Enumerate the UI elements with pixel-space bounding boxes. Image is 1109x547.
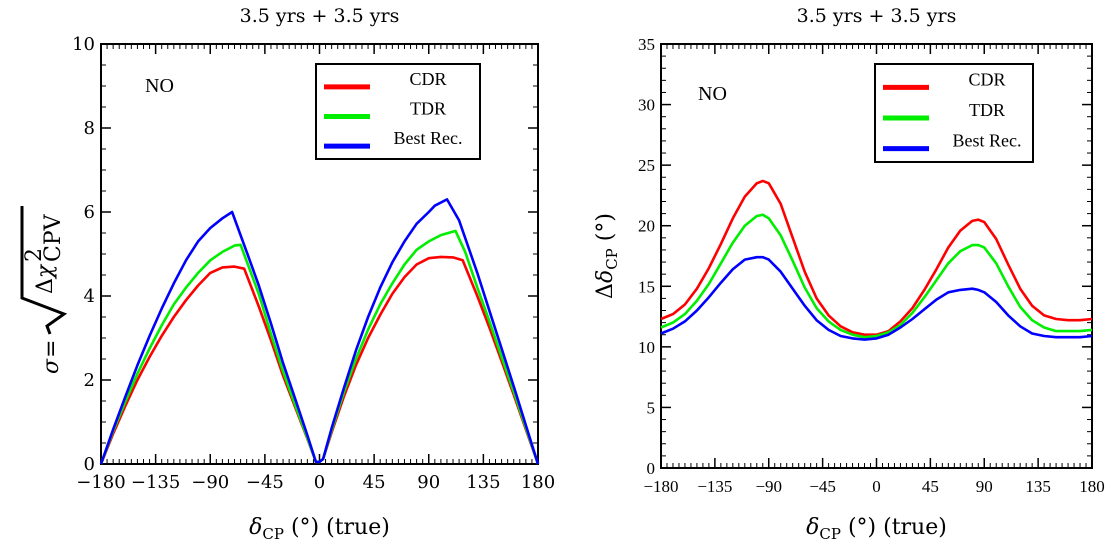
x-tick-label: −135: [697, 477, 732, 496]
y-tick-label: 0: [647, 459, 656, 478]
legend-label: CDR: [409, 69, 446, 89]
y-tick-label: 15: [638, 277, 655, 296]
y-axis-label: ΔδCP (°): [593, 213, 621, 299]
x-axis-label: δCP (°) (true): [806, 515, 947, 543]
x-tick-label: −45: [809, 477, 836, 496]
series-line-cdr: [99, 255, 540, 465]
y-axis-label-equals: =: [39, 340, 64, 358]
chart-title: 3.5 yrs + 3.5 yrs: [797, 5, 957, 27]
legend-box: [315, 63, 481, 160]
x-tick-label: 0: [314, 472, 325, 493]
y-tick-label: 5: [647, 398, 656, 417]
y-tick-label: 30: [638, 96, 655, 115]
x-tick-label: 90: [976, 477, 993, 496]
x-axis-label: δCP (°) (true): [249, 515, 390, 543]
series-line-best-rec: [660, 255, 1093, 341]
x-tick-label: −180: [643, 477, 678, 496]
annotation-label: NO: [698, 83, 727, 105]
y-tick-label: 0: [84, 454, 95, 475]
x-tick-label: 135: [1025, 477, 1051, 496]
legend-label: Best Rec.: [394, 128, 463, 148]
legend-label: TDR: [410, 99, 446, 119]
legend-label: CDR: [968, 69, 1005, 89]
x-tick-label: −45: [246, 472, 284, 493]
legend-label: TDR: [969, 100, 1005, 120]
x-tick-label: −90: [755, 477, 782, 496]
y-tick-label: 6: [84, 202, 95, 223]
y-tick-label: 25: [638, 156, 655, 175]
annotation-label: NO: [145, 75, 174, 97]
x-tick-label: 45: [922, 477, 939, 496]
chart-title: 3.5 yrs + 3.5 yrs: [240, 5, 400, 27]
y-axis-label-radical: [20, 206, 68, 335]
x-tick-label: 90: [417, 472, 440, 493]
x-tick-label: 45: [363, 472, 386, 493]
y-axis-label-sup: 2: [22, 248, 47, 262]
y-tick-label: 10: [72, 34, 95, 55]
x-tick-label: −180: [76, 472, 125, 493]
y-tick-label: 2: [84, 370, 95, 391]
x-tick-label: −90: [191, 472, 229, 493]
y-axis-label-chi: Δχ: [33, 263, 58, 294]
chart-left-panel: −180 −135 −90 −45 0 45 90 135 180 0 2 4 6 8 10 3.5 yrs …: [20, 5, 555, 543]
y-axis-label-sigma: σ: [39, 358, 64, 374]
x-tick-label: 180: [1079, 477, 1105, 496]
x-tick-label: 180: [521, 472, 555, 493]
x-tick-label: 135: [466, 472, 500, 493]
series-line-best-rec: [99, 198, 540, 465]
y-tick-label: 10: [638, 338, 655, 357]
y-tick-label: 8: [84, 118, 95, 139]
y-tick-label: 20: [638, 217, 655, 236]
x-tick-label: −135: [131, 472, 180, 493]
legend-label: Best Rec.: [953, 131, 1022, 151]
series-line-cdr: [660, 179, 1093, 337]
y-tick-label: 35: [638, 35, 655, 54]
y-tick-label: 4: [84, 286, 95, 307]
y-axis-label-sub: CPV: [41, 213, 66, 262]
series-line-tdr: [660, 213, 1093, 339]
chart-right-panel: −180 −135 −90 −45 0 45 90 135 180 0 5 10 15 20 25 30 35 3…: [593, 5, 1105, 543]
legend-box: [874, 63, 1034, 163]
series-line-tdr: [99, 229, 540, 465]
x-tick-label: 0: [872, 477, 881, 496]
